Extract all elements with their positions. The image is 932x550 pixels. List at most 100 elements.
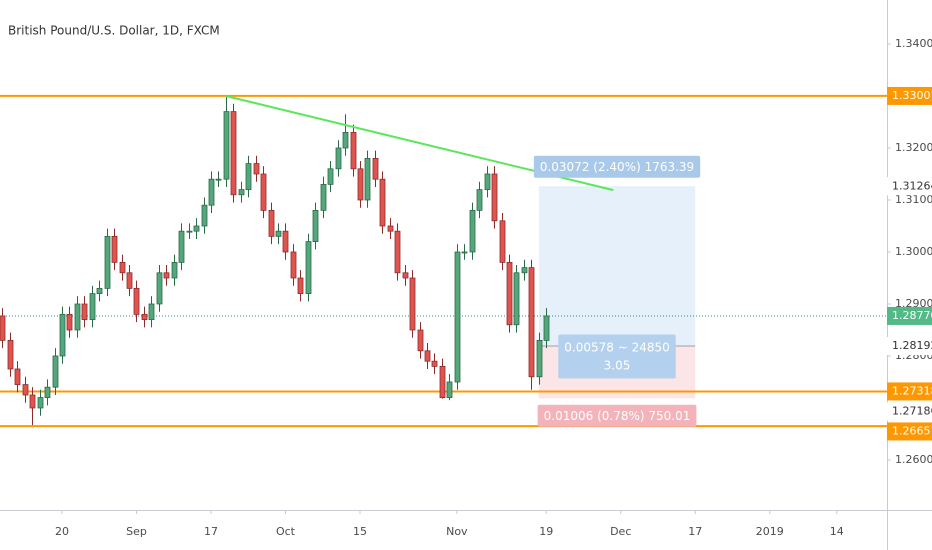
candle-body <box>260 173 267 211</box>
x-tick-label: Nov <box>446 525 468 538</box>
y-tick-label: 1.31000 <box>895 193 932 206</box>
candle-body <box>201 204 208 227</box>
price-label-box <box>887 336 932 355</box>
candle-body <box>119 261 126 274</box>
price-label-box <box>887 422 932 441</box>
candle-body <box>148 303 155 320</box>
candle-body <box>350 131 357 170</box>
x-tick-label: 20 <box>55 525 69 538</box>
candle-body <box>282 230 289 253</box>
x-tick-label: Dec <box>610 525 631 538</box>
profit-label-box <box>533 155 701 178</box>
price-label-box <box>887 86 932 105</box>
candle-body <box>528 267 535 378</box>
price-label: 1.27318 <box>892 384 932 397</box>
price-label: 1.28770 <box>892 309 932 322</box>
price-label: 1.27186 <box>892 404 932 417</box>
candle-body <box>372 157 379 180</box>
candle-body <box>431 360 438 367</box>
price-label: 1.26651 <box>892 424 932 437</box>
candle-body <box>52 355 59 388</box>
x-tick-label: 17 <box>204 525 218 538</box>
candle-body <box>342 131 349 149</box>
candle-body <box>230 111 237 196</box>
loss-label: 0.01006 (0.78%) 750.01 <box>544 409 691 423</box>
x-tick-label: 2019 <box>756 525 784 538</box>
candle-body <box>484 173 491 190</box>
candle-body <box>402 272 409 279</box>
price-label: 1.31264 <box>892 179 932 192</box>
candle-body <box>268 209 275 237</box>
candle-body <box>305 241 312 294</box>
candle-body <box>543 315 550 341</box>
candle-body <box>0 315 6 341</box>
candle-body <box>37 397 44 409</box>
profit-zone <box>538 186 696 346</box>
candle-body <box>409 277 416 331</box>
price-label: 1.28192 <box>892 339 932 352</box>
candle-body <box>14 368 21 385</box>
candle-body <box>521 267 528 274</box>
x-tick-label: Oct <box>276 525 296 538</box>
candle-body <box>156 272 163 305</box>
candle-body <box>81 303 88 320</box>
candle-body <box>454 251 461 383</box>
loss-label-box <box>537 404 697 427</box>
candle-body <box>461 251 468 254</box>
candle-body <box>44 386 51 398</box>
y-tick-label: 1.30000 <box>895 245 932 258</box>
candle-body <box>417 329 424 352</box>
candle-body <box>439 365 446 398</box>
x-tick-label: Sep <box>126 525 147 538</box>
candle-body <box>163 272 170 279</box>
risk-reward-box <box>558 334 676 379</box>
candle-body <box>133 287 140 315</box>
candle-body <box>357 168 364 201</box>
candle-body <box>491 173 498 222</box>
candle-body <box>297 277 304 294</box>
price-label-box <box>887 382 932 401</box>
candle-body <box>223 111 230 180</box>
candle-body <box>89 293 96 320</box>
candle-body <box>394 230 401 274</box>
y-tick-label: 1.26000 <box>895 453 932 466</box>
price-label-box <box>887 306 932 325</box>
x-tick-label: 15 <box>353 525 367 538</box>
candle-body <box>327 168 334 185</box>
candle-body <box>364 157 371 201</box>
candle-body <box>66 313 73 331</box>
candle-body <box>275 230 282 237</box>
candle-body <box>245 163 252 190</box>
candle-body <box>506 261 513 326</box>
candle-body <box>513 272 520 326</box>
candle-body <box>379 178 386 227</box>
candle-body <box>536 339 543 378</box>
candle-body <box>499 220 506 263</box>
price-label-box <box>887 402 932 421</box>
candle-body <box>312 209 319 242</box>
candle-body <box>253 163 260 175</box>
x-tick-label: 17 <box>688 525 702 538</box>
candle-body <box>74 303 81 331</box>
y-tick-label: 1.29000 <box>895 297 932 310</box>
candle-body <box>387 225 394 232</box>
candle-body <box>424 350 431 362</box>
candle-body <box>186 230 193 233</box>
candle-body <box>96 287 103 294</box>
candle-body <box>215 178 222 181</box>
candle-body <box>320 183 327 211</box>
candle-body <box>104 235 111 289</box>
risk-reward-ratio: 3.05 <box>604 358 631 372</box>
axes: 1.260001.270001.280001.290001.300001.310… <box>55 37 932 538</box>
candle-body <box>126 272 133 289</box>
candle-body <box>335 147 342 170</box>
candle-body <box>193 225 200 232</box>
plot-area: 0.03072 (2.40%) 1763.39 0.00578 ~ 24850 3.… <box>0 94 887 428</box>
price-label-box <box>887 177 932 196</box>
candle-body <box>22 384 29 396</box>
chart-title: British Pound/U.S. Dollar, 1D, FXCM <box>8 24 220 38</box>
candle-body <box>178 230 185 263</box>
